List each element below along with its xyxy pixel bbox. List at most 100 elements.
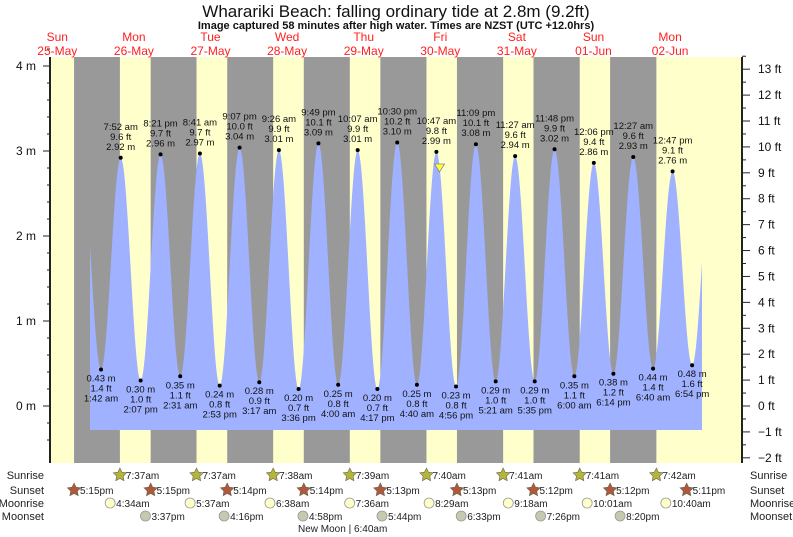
moonset-icon — [140, 510, 151, 522]
moonrise-icon — [423, 497, 435, 509]
left-axis-tick-label: 1 m — [16, 314, 36, 328]
low-tide-point — [572, 374, 577, 379]
tide-curve-area — [90, 142, 702, 430]
low-tide-point — [178, 374, 183, 379]
low-tide-label: 0.30 m — [126, 385, 155, 396]
low-tide-label: 0.24 m — [205, 390, 234, 401]
high-tide-label: 9.1 ft — [662, 145, 683, 156]
high-tide-label: 9:49 pm — [301, 107, 335, 118]
right-axis-tick-label: 9 ft — [758, 166, 775, 180]
low-tide-label: 0.35 m — [560, 380, 589, 391]
high-tide-point — [276, 148, 281, 153]
high-tide-label: 2.96 m — [146, 138, 175, 149]
left-axis-tick-label: 4 m — [16, 59, 36, 73]
high-tide-label: 3.08 m — [461, 128, 490, 139]
low-tide-label: 0.8 ft — [328, 399, 349, 410]
day-label-date: 31-May — [497, 44, 537, 58]
sunset-icon — [449, 482, 465, 497]
right-axis-tick-label: 8 ft — [758, 192, 775, 206]
sunset-icon — [143, 482, 158, 497]
chart-title: Wharariki Beach: falling ordinary tide a… — [202, 2, 589, 21]
low-tide-label: 3:36 pm — [281, 413, 315, 424]
low-tide-label: 1.1 ft — [170, 390, 191, 401]
low-tide-label: 0.7 ft — [288, 403, 309, 414]
high-tide-label: 10.0 ft — [226, 122, 253, 133]
moonset-time: 3:37pm — [151, 512, 184, 523]
high-tide-label: 9:26 am — [262, 114, 296, 125]
moonset-icon — [614, 510, 626, 522]
high-tide-label: 9.9 ft — [347, 124, 368, 135]
day-label-weekday: Mon — [658, 30, 681, 44]
low-tide-label: 1.6 ft — [682, 379, 703, 390]
sunset-icon — [296, 482, 312, 497]
high-tide-point — [473, 142, 478, 147]
high-tide-point — [513, 154, 518, 159]
sunset-icon — [602, 482, 618, 497]
low-tide-label: 0.23 m — [442, 390, 471, 401]
right-axis-tick-label: −1 ft — [758, 425, 782, 439]
high-tide-label: 3.09 m — [304, 127, 333, 138]
sunrise-row-label: Sunrise — [7, 470, 44, 482]
low-tide-point — [611, 371, 616, 376]
high-tide-label: 9.6 ft — [505, 130, 526, 141]
high-tide-label: 10.1 ft — [463, 118, 490, 129]
high-tide-label: 10.1 ft — [305, 117, 332, 128]
day-label-weekday: Wed — [275, 30, 299, 44]
sunrise-icon — [189, 467, 204, 482]
low-tide-label: 4:17 pm — [360, 413, 394, 424]
day-label-weekday: Mon — [122, 30, 145, 44]
low-tide-label: 1.0 ft — [130, 395, 151, 406]
high-tide-label: 10.2 ft — [384, 117, 411, 128]
day-label-date: 28-May — [267, 44, 307, 58]
moon-phase: New Moon | 6:40am — [298, 524, 387, 535]
high-tide-label: 9.7 ft — [189, 128, 210, 139]
right-axis-tick-label: 4 ft — [758, 295, 775, 309]
sunset-time: 5:11pm — [693, 486, 726, 497]
high-tide-label: 3.04 m — [225, 132, 254, 143]
sunrise-time: 7:42am — [662, 471, 695, 482]
high-tide-point — [631, 154, 636, 159]
tide-area — [90, 142, 702, 430]
day-label-date: 25-May — [37, 44, 77, 58]
high-tide-label: 2.97 m — [185, 138, 214, 149]
moonrise-time: 7:36am — [356, 499, 389, 510]
high-tide-label: 2.92 m — [106, 142, 135, 153]
sunset-time: 5:12pm — [539, 486, 572, 497]
low-tide-label: 0.28 m — [245, 386, 274, 397]
high-tide-label: 2.93 m — [619, 141, 648, 152]
sunrise-time: 7:37am — [203, 471, 236, 482]
sunrise-row-label-right: Sunrise — [750, 470, 787, 482]
day-label-date: 01-Jun — [575, 44, 612, 58]
left-axis-tick-label: 3 m — [16, 144, 36, 158]
moonrise-icon — [502, 497, 514, 509]
low-tide-point — [99, 367, 104, 372]
moonset-icon — [535, 510, 547, 522]
low-tide-label: 6:00 am — [557, 400, 591, 411]
high-tide-label: 12:06 pm — [574, 127, 614, 138]
sunrise-icon — [495, 467, 511, 482]
low-tide-point — [257, 380, 262, 385]
sunrise-time: 7:38am — [279, 471, 312, 482]
sunrise-time: 7:39am — [356, 471, 389, 482]
sunrise-time: 7:40am — [432, 471, 465, 482]
moonrise-time: 4:34am — [116, 499, 149, 510]
moonrise-time: 10:01am — [593, 499, 632, 510]
low-tide-point — [336, 382, 341, 387]
low-tide-label: 3:17 am — [242, 406, 276, 417]
low-tide-label: 1.4 ft — [90, 383, 111, 394]
high-tide-label: 11:09 pm — [456, 108, 495, 119]
sunrise-time: 7:37am — [126, 471, 159, 482]
low-tide-label: 1.1 ft — [564, 390, 585, 401]
high-tide-label: 3.02 m — [540, 133, 569, 144]
moonset-row-label: Moonset — [2, 511, 44, 523]
moonset-time: 5:44pm — [388, 512, 421, 523]
sunrise-icon — [265, 467, 281, 482]
low-tide-point — [690, 363, 695, 368]
moonrise-icon — [581, 497, 593, 509]
sunrise-icon — [419, 467, 434, 482]
moonrise-icon — [660, 497, 672, 509]
low-tide-point — [532, 379, 537, 384]
high-tide-label: 12:47 pm — [653, 135, 693, 146]
high-tide-label: 10:30 pm — [377, 107, 417, 118]
